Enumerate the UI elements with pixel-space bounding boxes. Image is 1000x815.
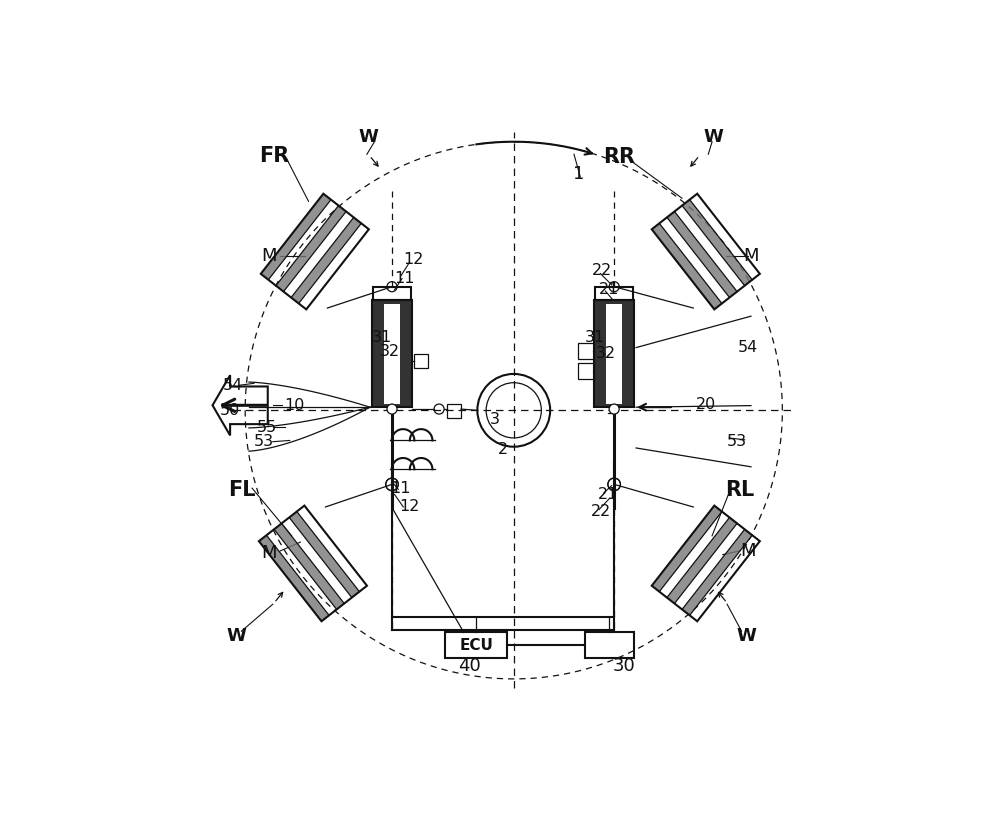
Circle shape bbox=[387, 404, 397, 414]
Polygon shape bbox=[652, 223, 722, 310]
Text: FR: FR bbox=[259, 146, 289, 165]
Polygon shape bbox=[276, 205, 346, 292]
Polygon shape bbox=[682, 529, 752, 615]
Text: 10: 10 bbox=[285, 398, 305, 413]
Polygon shape bbox=[274, 523, 344, 610]
Text: M: M bbox=[261, 247, 277, 265]
Text: 53: 53 bbox=[727, 434, 747, 449]
Text: 21: 21 bbox=[599, 282, 619, 297]
Bar bbox=[578, 343, 594, 359]
Polygon shape bbox=[667, 212, 737, 297]
Text: 54: 54 bbox=[738, 340, 758, 355]
Text: 12: 12 bbox=[399, 500, 420, 514]
Bar bbox=[384, 304, 400, 404]
Text: 20: 20 bbox=[696, 397, 716, 412]
Text: 11: 11 bbox=[394, 271, 415, 286]
Bar bbox=[606, 304, 622, 404]
Text: 3: 3 bbox=[490, 412, 500, 426]
Text: 12: 12 bbox=[403, 252, 424, 267]
Bar bbox=[372, 301, 412, 408]
Text: 50: 50 bbox=[220, 403, 240, 418]
Text: M: M bbox=[740, 542, 756, 560]
Polygon shape bbox=[291, 218, 361, 303]
Bar bbox=[447, 404, 461, 418]
Text: ECU: ECU bbox=[459, 637, 493, 653]
Text: 53: 53 bbox=[253, 434, 273, 449]
Text: 31: 31 bbox=[372, 330, 392, 345]
Polygon shape bbox=[259, 535, 329, 621]
Text: 31: 31 bbox=[585, 330, 605, 345]
Text: 40: 40 bbox=[458, 657, 481, 675]
Text: 2: 2 bbox=[498, 442, 508, 456]
Text: W: W bbox=[226, 628, 246, 645]
Text: M: M bbox=[743, 247, 759, 265]
Text: 54: 54 bbox=[223, 377, 243, 393]
Text: 22: 22 bbox=[592, 263, 612, 278]
Text: W: W bbox=[358, 128, 378, 146]
Circle shape bbox=[609, 404, 619, 414]
Polygon shape bbox=[261, 194, 331, 280]
Text: 30: 30 bbox=[613, 657, 636, 675]
Polygon shape bbox=[289, 512, 359, 597]
Bar bbox=[578, 363, 594, 379]
Text: 32: 32 bbox=[595, 346, 615, 361]
Bar bbox=[414, 354, 428, 368]
Bar bbox=[585, 632, 634, 658]
Text: 32: 32 bbox=[379, 344, 400, 359]
Polygon shape bbox=[652, 505, 722, 592]
Bar bbox=[594, 301, 634, 408]
Text: 22: 22 bbox=[591, 504, 611, 519]
Text: RR: RR bbox=[603, 148, 635, 167]
Text: W: W bbox=[736, 628, 756, 645]
Text: W: W bbox=[703, 128, 723, 146]
Polygon shape bbox=[667, 518, 737, 603]
Bar bbox=[595, 287, 633, 301]
Text: 21: 21 bbox=[598, 487, 618, 502]
Text: RL: RL bbox=[725, 480, 754, 500]
Text: M: M bbox=[261, 544, 277, 562]
Text: 1: 1 bbox=[573, 165, 584, 183]
Polygon shape bbox=[682, 200, 752, 286]
Bar bbox=[445, 632, 507, 658]
Bar bbox=[373, 287, 411, 301]
Text: FL: FL bbox=[228, 480, 255, 500]
Text: 11: 11 bbox=[391, 481, 411, 496]
Text: 55: 55 bbox=[256, 420, 277, 434]
